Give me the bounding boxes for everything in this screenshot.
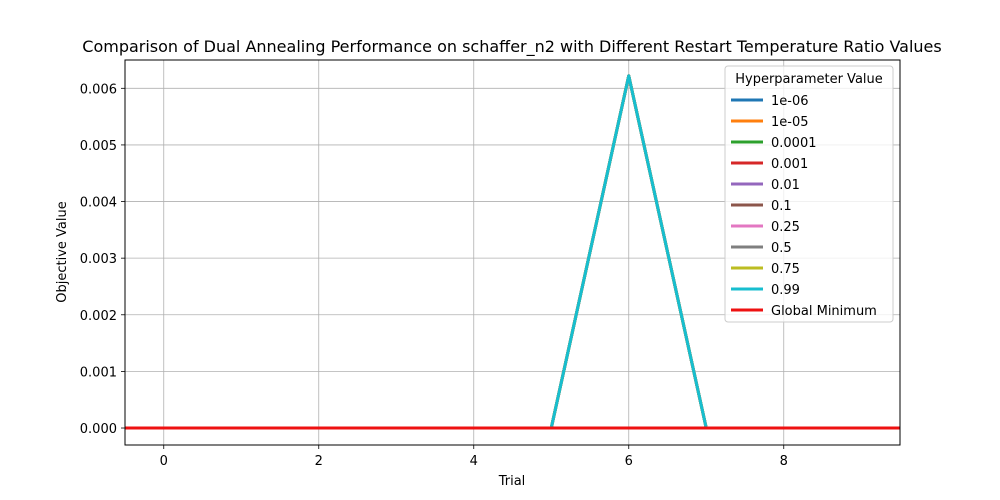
y-tick-label: 0.006 (80, 82, 117, 97)
y-tick-label: 0.003 (80, 252, 117, 267)
legend-entry: 0.1 (771, 199, 792, 214)
x-tick-label: 6 (625, 454, 633, 469)
legend-entry: 0.25 (771, 220, 800, 235)
legend-box (724, 65, 894, 323)
legend-entry: 0.0001 (771, 136, 817, 151)
y-tick-label: 0.001 (80, 365, 117, 380)
legend-entry: 0.001 (771, 157, 808, 172)
x-tick-label: 4 (470, 454, 478, 469)
legend-entry: 1e-05 (771, 115, 809, 130)
legend-entry: 1e-06 (771, 94, 809, 109)
x-axis: 0 2 4 6 8 (160, 445, 788, 469)
chart-title: Comparison of Dual Annealing Performance… (82, 37, 941, 57)
y-tick-label: 0.000 (80, 422, 117, 437)
legend-entry: 0.75 (771, 262, 800, 277)
y-tick-label: 0.002 (80, 309, 117, 324)
plot-frame (124, 59, 901, 446)
y-axis-label: Objective Value (55, 201, 70, 302)
legend-entry: 0.01 (771, 178, 800, 193)
x-axis-label: Trial (498, 474, 526, 489)
legend-title: Hyperparameter Value (735, 72, 883, 87)
y-tick-label: 0.004 (80, 196, 117, 211)
y-tick-label: 0.005 (80, 139, 117, 154)
x-tick-label: 2 (315, 454, 323, 469)
legend-entry: 0.5 (771, 241, 792, 256)
y-axis: 0.000 0.001 0.002 0.003 0.004 0.005 0.006 (80, 82, 125, 437)
legend-entry: 0.99 (771, 283, 800, 298)
x-tick-label: 8 (780, 454, 788, 469)
legend-entry: Global Minimum (771, 304, 877, 319)
legend-items: 1e-06 1e-05 0.0001 0.001 0.01 0.1 0.25 0.5 0.75 0… (731, 94, 877, 319)
legend: Hyperparameter Value 1e-06 1e-05 0.0001 0.0… (724, 65, 894, 323)
x-tick-label: 0 (160, 454, 168, 469)
